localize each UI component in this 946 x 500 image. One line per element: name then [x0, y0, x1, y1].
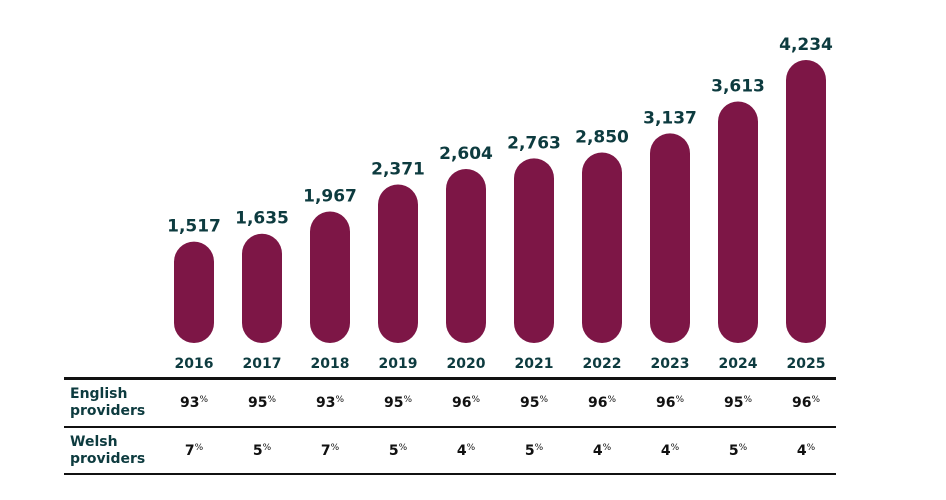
table-cell: 95%: [383, 395, 413, 411]
bar-2019: [378, 184, 418, 343]
x-tick-label: 2021: [515, 356, 554, 372]
x-tick-label: 2025: [787, 356, 826, 372]
table-cell: 96%: [791, 395, 821, 411]
bar-2023: [650, 133, 690, 343]
data-label: 2,604: [439, 144, 493, 164]
data-label: 2,850: [575, 128, 629, 148]
x-tick-label: 2019: [379, 356, 418, 372]
table-cell: 4%: [456, 443, 476, 459]
table-cell: 5%: [252, 443, 272, 459]
data-label: 4,234: [779, 35, 833, 55]
table-cell: 95%: [723, 395, 753, 411]
bar-2017: [242, 233, 282, 343]
bar-2021: [514, 158, 554, 343]
row-header-line: providers: [70, 451, 146, 467]
bar-2020: [446, 168, 486, 343]
table-cell: 4%: [592, 443, 612, 459]
table-cell: 4%: [660, 443, 680, 459]
table-cell: 7%: [184, 443, 204, 459]
data-label: 1,967: [303, 187, 357, 207]
table-cell: 93%: [179, 395, 209, 411]
row-header-welsh: Welsh providers: [70, 434, 145, 468]
row-header-line: providers: [70, 403, 146, 419]
row-header-line: English: [70, 386, 128, 402]
table-cell: 96%: [655, 395, 685, 411]
x-tick-label: 2022: [583, 356, 622, 372]
data-label: 1,635: [235, 209, 289, 229]
x-tick-label: 2016: [175, 356, 214, 372]
bar-2022: [582, 152, 622, 343]
row-header-line: Welsh: [70, 434, 118, 450]
table-cell: 96%: [587, 395, 617, 411]
table-cell: 7%: [320, 443, 340, 459]
table-cell: 95%: [519, 395, 549, 411]
data-label: 2,371: [371, 160, 425, 180]
x-tick-label: 2023: [651, 356, 690, 372]
table-top-rule: [64, 377, 836, 380]
table-cell: 93%: [315, 395, 345, 411]
x-tick-label: 2018: [311, 356, 350, 372]
table-cell: 5%: [728, 443, 748, 459]
data-label: 1,517: [167, 217, 221, 237]
x-tick-label: 2017: [243, 356, 282, 372]
data-label: 3,137: [643, 108, 697, 128]
table-row-divider: [64, 426, 836, 428]
table-bottom-rule: [64, 473, 836, 475]
table-cell: 95%: [247, 395, 277, 411]
bar-2025: [786, 60, 826, 343]
table-cell: 5%: [524, 443, 544, 459]
x-tick-label: 2020: [447, 356, 486, 372]
table-cell: 5%: [388, 443, 408, 459]
row-header-english: English providers: [70, 386, 145, 420]
bar-2018: [310, 211, 350, 343]
x-tick-label: 2024: [719, 356, 758, 372]
bar-2024: [718, 101, 758, 343]
data-label: 2,763: [507, 133, 561, 153]
table-cell: 96%: [451, 395, 481, 411]
bar-2016: [174, 241, 214, 343]
table-cell: 4%: [796, 443, 816, 459]
data-label: 3,613: [711, 77, 765, 97]
